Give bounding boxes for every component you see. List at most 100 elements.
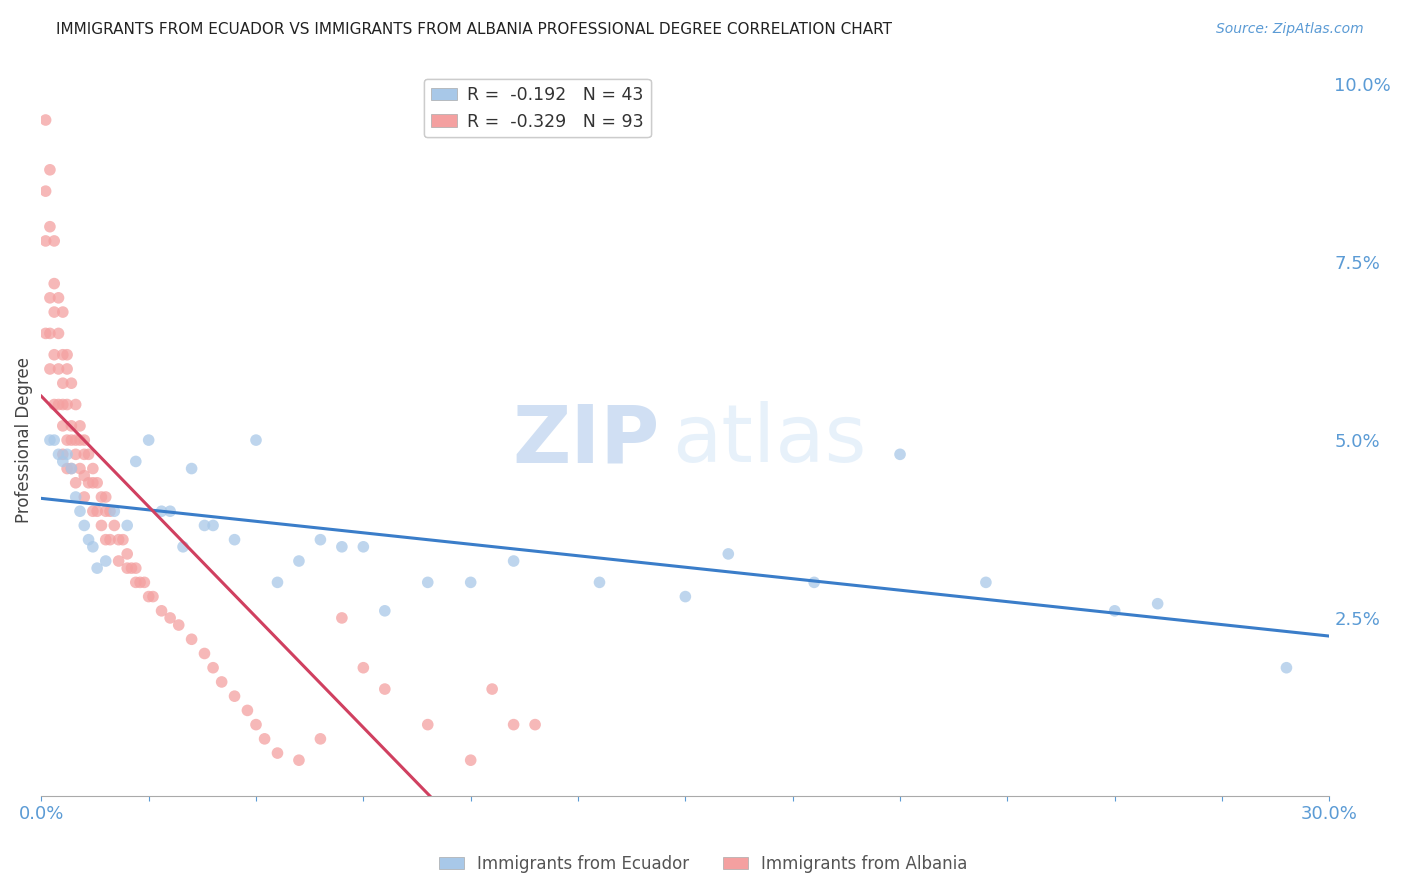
Point: [309, 731, 332, 746]
Point: [82, 504, 104, 518]
Point: [65, 475, 87, 490]
Point: [103, 518, 125, 533]
Point: [673, 590, 696, 604]
Point: [77, 447, 100, 461]
Point: [90, 518, 112, 533]
Point: [330, 611, 353, 625]
Point: [56, 348, 79, 362]
Point: [134, 575, 156, 590]
Point: [107, 533, 129, 547]
Point: [44, 348, 66, 362]
Point: [1146, 597, 1168, 611]
Point: [73, 518, 96, 533]
Point: [52, 447, 75, 461]
Point: [48, 398, 70, 412]
Point: [253, 731, 276, 746]
Point: [524, 717, 547, 731]
Point: [56, 362, 79, 376]
Point: [44, 433, 66, 447]
Point: [73, 468, 96, 483]
Point: [39, 162, 62, 177]
Point: [69, 461, 91, 475]
Point: [52, 454, 75, 468]
Point: [82, 475, 104, 490]
Text: IMMIGRANTS FROM ECUADOR VS IMMIGRANTS FROM ALBANIA PROFESSIONAL DEGREE CORRELATI: IMMIGRANTS FROM ECUADOR VS IMMIGRANTS FR…: [56, 22, 893, 37]
Point: [69, 433, 91, 447]
Point: [77, 475, 100, 490]
Point: [73, 447, 96, 461]
Point: [288, 753, 311, 767]
Text: atlas: atlas: [672, 401, 868, 479]
Point: [65, 433, 87, 447]
Point: [138, 590, 160, 604]
Point: [48, 362, 70, 376]
Point: [159, 504, 181, 518]
Point: [65, 490, 87, 504]
Point: [211, 675, 233, 690]
Point: [39, 291, 62, 305]
Point: [60, 461, 83, 475]
Point: [193, 518, 215, 533]
Point: [245, 717, 267, 731]
Point: [352, 540, 374, 554]
Point: [803, 575, 825, 590]
Point: [352, 661, 374, 675]
Point: [129, 575, 152, 590]
Point: [90, 490, 112, 504]
Point: [481, 681, 503, 696]
Point: [115, 518, 138, 533]
Point: [34, 184, 56, 198]
Point: [460, 575, 482, 590]
Point: [86, 561, 108, 575]
Point: [502, 554, 524, 568]
Point: [202, 518, 225, 533]
Point: [48, 326, 70, 341]
Point: [52, 348, 75, 362]
Point: [236, 703, 259, 717]
Point: [44, 234, 66, 248]
Point: [69, 504, 91, 518]
Point: [56, 398, 79, 412]
Point: [44, 398, 66, 412]
Point: [502, 717, 524, 731]
Text: ZIP: ZIP: [512, 401, 659, 479]
Point: [94, 504, 117, 518]
Point: [39, 433, 62, 447]
Point: [52, 398, 75, 412]
Point: [138, 433, 160, 447]
Point: [73, 433, 96, 447]
Point: [94, 490, 117, 504]
Legend: R =  -0.192   N = 43, R =  -0.329   N = 93: R = -0.192 N = 43, R = -0.329 N = 93: [423, 78, 651, 137]
Point: [1104, 604, 1126, 618]
Point: [86, 475, 108, 490]
Point: [98, 533, 121, 547]
Point: [86, 504, 108, 518]
Point: [98, 504, 121, 518]
Point: [65, 398, 87, 412]
Point: [56, 447, 79, 461]
Point: [34, 234, 56, 248]
Point: [224, 533, 246, 547]
Point: [52, 305, 75, 319]
Point: [288, 554, 311, 568]
Point: [48, 291, 70, 305]
Point: [224, 689, 246, 703]
Point: [82, 461, 104, 475]
Point: [60, 461, 83, 475]
Point: [39, 326, 62, 341]
Point: [167, 618, 190, 632]
Point: [107, 554, 129, 568]
Point: [60, 418, 83, 433]
Point: [103, 504, 125, 518]
Point: [125, 454, 148, 468]
Point: [52, 376, 75, 391]
Point: [266, 575, 288, 590]
Point: [150, 504, 173, 518]
Point: [125, 561, 148, 575]
Y-axis label: Professional Degree: Professional Degree: [15, 357, 32, 523]
Point: [73, 490, 96, 504]
Text: Source: ZipAtlas.com: Source: ZipAtlas.com: [1216, 22, 1364, 37]
Point: [889, 447, 911, 461]
Point: [39, 219, 62, 234]
Point: [717, 547, 740, 561]
